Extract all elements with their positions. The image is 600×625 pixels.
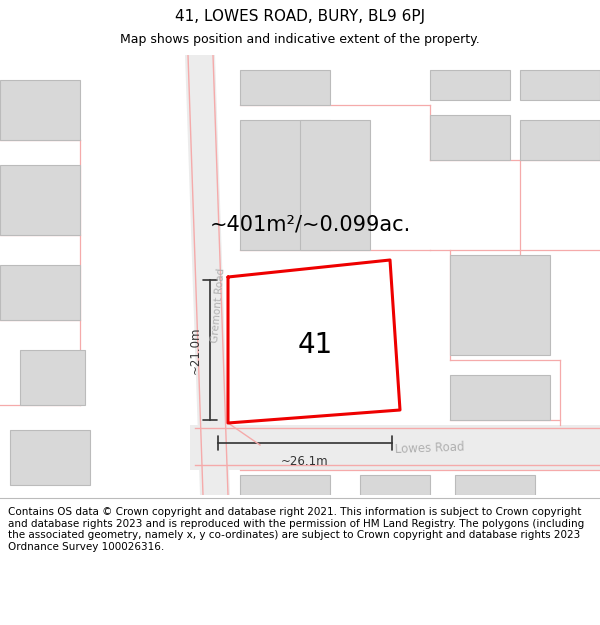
Text: ~401m²/~0.099ac.: ~401m²/~0.099ac. — [209, 215, 410, 235]
Bar — [0, 265, 80, 320]
Text: ~26.1m: ~26.1m — [281, 455, 329, 468]
Bar — [240, 475, 330, 495]
Text: 41, LOWES ROAD, BURY, BL9 6PJ: 41, LOWES ROAD, BURY, BL9 6PJ — [175, 9, 425, 24]
Bar — [240, 70, 330, 105]
Bar — [430, 70, 510, 100]
Text: Gremont Road: Gremont Road — [210, 267, 226, 343]
Bar — [0, 165, 80, 235]
Text: Map shows position and indicative extent of the property.: Map shows position and indicative extent… — [120, 32, 480, 46]
Bar — [300, 120, 370, 250]
Text: ~21.0m: ~21.0m — [189, 326, 202, 374]
Polygon shape — [190, 425, 600, 470]
Bar — [455, 475, 535, 495]
Polygon shape — [185, 55, 230, 495]
Text: Contains OS data © Crown copyright and database right 2021. This information is : Contains OS data © Crown copyright and d… — [8, 507, 584, 552]
Bar — [520, 120, 600, 160]
Bar — [430, 115, 510, 160]
Bar — [360, 475, 430, 495]
Text: Lowes Road: Lowes Road — [395, 440, 465, 456]
Bar — [0, 80, 80, 140]
Bar — [450, 375, 550, 420]
Bar — [450, 255, 550, 355]
Bar — [10, 430, 90, 485]
Bar — [20, 350, 85, 405]
Bar — [520, 70, 600, 100]
Bar — [240, 120, 330, 250]
Text: 41: 41 — [298, 331, 332, 359]
